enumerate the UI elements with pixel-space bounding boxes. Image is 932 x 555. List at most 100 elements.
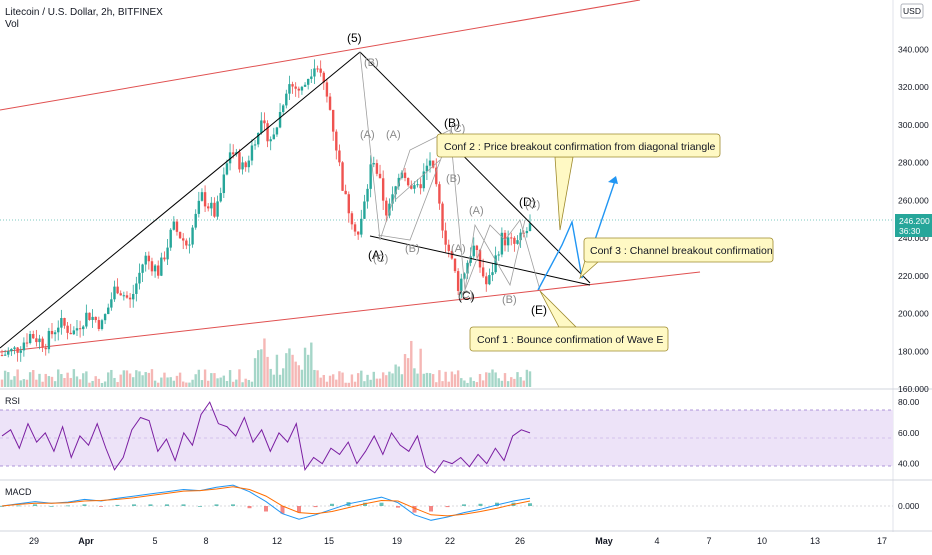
candle-body — [244, 162, 247, 168]
rsi-axis[interactable]: 80.00 60.00 40.00 — [898, 397, 920, 468]
macd-hist-bar — [313, 506, 318, 508]
macd-hist-bar — [33, 504, 37, 506]
volume-bar — [385, 375, 388, 387]
candle-body — [250, 145, 254, 161]
volume-bar — [425, 372, 429, 387]
volume-bar — [450, 371, 454, 387]
volume-bar — [207, 380, 210, 387]
rsi-tick-label: 40.00 — [898, 459, 920, 469]
candle-body — [388, 203, 391, 216]
volume-bar — [291, 354, 294, 387]
callout-conf-3[interactable]: Conf 3 : Channel breakout confirmation — [579, 237, 774, 280]
volume-bar — [481, 380, 485, 387]
candle-body — [506, 237, 510, 246]
volume-bar — [0, 379, 4, 387]
volume-bar — [422, 373, 425, 387]
price-tick-label: 160.000 — [898, 384, 929, 394]
callout-conf-2[interactable]: Conf 2 : Price breakout confirmation fro… — [436, 133, 721, 231]
volume-bar — [197, 369, 201, 387]
volume-bar — [331, 374, 335, 387]
price-tick-label: 320.000 — [898, 82, 929, 92]
channel-upper-line[interactable] — [0, 0, 641, 111]
candle-body — [375, 163, 379, 174]
volume-bar — [153, 380, 157, 387]
macd-hist-bar — [99, 506, 103, 507]
triangle-upper-line[interactable] — [359, 51, 591, 284]
volume-bar — [66, 372, 69, 387]
candle-body — [122, 295, 126, 297]
candle-body — [316, 68, 319, 70]
candle-body — [306, 78, 310, 85]
volume-bar — [381, 372, 385, 387]
volume-bar — [191, 379, 194, 387]
candle-body — [281, 105, 285, 113]
volume-bar — [344, 382, 347, 387]
time-tick-label: 12 — [272, 536, 282, 546]
candle-body — [41, 338, 44, 348]
candle-body — [366, 188, 369, 202]
price-tick-label: 300.000 — [898, 120, 929, 130]
candle-body — [447, 244, 450, 251]
candle-body — [66, 325, 69, 333]
currency-label: USD — [903, 6, 921, 16]
volume-bar — [178, 372, 182, 387]
volume-bar — [47, 376, 51, 387]
candle-body — [135, 283, 138, 294]
candle-body — [138, 272, 141, 284]
macd-axis[interactable]: 0.000 — [898, 501, 920, 511]
candle-body — [288, 84, 291, 94]
volume-bar — [235, 379, 238, 387]
volume-bar — [328, 375, 332, 387]
time-axis[interactable]: 29 Apr 5 8 12 15 19 22 26 May 4 7 10 13 17 — [29, 536, 887, 546]
time-tick-label: 19 — [392, 536, 402, 546]
candle-body — [19, 350, 22, 353]
candle-body — [241, 162, 244, 170]
candle-body — [475, 245, 479, 250]
callout-conf-1-text: Conf 1 : Bounce confirmation of Wave E — [477, 334, 663, 346]
candle-body — [238, 152, 241, 170]
volume-bar — [456, 370, 460, 387]
currency-button[interactable]: USD — [900, 3, 924, 19]
volume-bar — [94, 376, 97, 387]
price-axis[interactable]: 340.000 320.000 300.000 280.000 260.000 240.0… — [898, 44, 929, 394]
volume-bar — [182, 381, 185, 387]
projection-arrow-icon — [608, 176, 618, 184]
volume-bar — [160, 377, 163, 387]
volume-bar — [169, 377, 172, 387]
volume-bar — [285, 353, 288, 387]
rsi-tick-label: 60.00 — [898, 428, 920, 438]
volume-bar — [194, 374, 197, 387]
volume-bar — [231, 381, 235, 387]
candle-body — [210, 202, 213, 209]
candle-body — [485, 276, 488, 285]
candle-body — [341, 162, 344, 191]
wave-5-line[interactable] — [0, 51, 361, 349]
volume-bar — [338, 371, 341, 387]
volume-bar — [325, 381, 329, 387]
volume-bar — [172, 380, 176, 387]
volume-bar — [447, 381, 450, 387]
callout-conf-1[interactable]: Conf 1 : Bounce confirmation of Wave E — [469, 290, 669, 352]
candle-body — [269, 139, 272, 142]
volume-bar — [372, 371, 375, 387]
candle-body — [44, 347, 47, 350]
macd-hist-bar — [181, 504, 186, 506]
volume-bar — [228, 370, 232, 387]
volume-bar — [513, 378, 516, 387]
price-candles — [0, 59, 532, 362]
candle-body — [82, 326, 85, 330]
volume-bar — [506, 381, 510, 387]
volume-bar — [141, 375, 144, 387]
candle-body — [188, 244, 191, 246]
candle-body — [260, 120, 263, 133]
time-tick-label: Apr — [78, 536, 94, 546]
triangle-lower-line[interactable] — [369, 235, 591, 286]
time-tick-label: 8 — [203, 536, 208, 546]
candle-body — [322, 72, 325, 83]
volume-bar — [463, 380, 466, 387]
volume-bar — [310, 342, 313, 387]
channel-lower-line[interactable] — [0, 271, 701, 353]
volume-bar — [13, 376, 16, 387]
